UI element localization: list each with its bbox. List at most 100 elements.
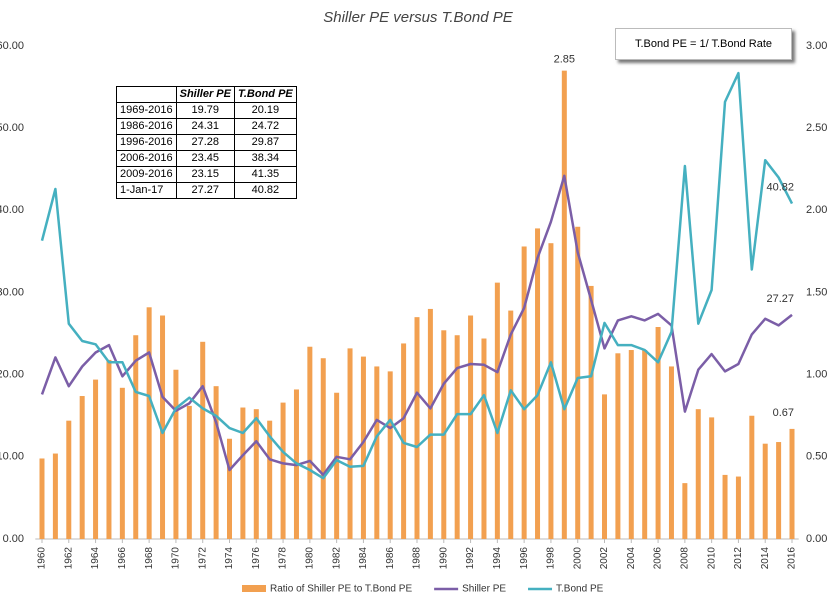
y-tick-label: 30.00 xyxy=(0,286,24,298)
y-tick-label: 40.00 xyxy=(0,204,24,216)
x-tick-label: 1994 xyxy=(492,547,503,570)
bar xyxy=(213,386,219,539)
table-cell: 27.28 xyxy=(175,134,235,151)
annotation-box: T.Bond PE = 1/ T.Bond Rate xyxy=(615,28,792,60)
bar xyxy=(561,70,567,540)
y2-tick-label: 1.50 xyxy=(806,286,827,298)
bar xyxy=(186,405,192,539)
bar xyxy=(628,350,634,539)
bar xyxy=(307,346,313,539)
y2-tick-label: 0.50 xyxy=(806,451,827,463)
x-tick-label: 1988 xyxy=(412,547,423,570)
bar xyxy=(39,458,45,539)
table-cell: 2009-2016 xyxy=(116,166,177,183)
bar xyxy=(253,409,259,539)
y2-tick-label: 2.00 xyxy=(806,204,827,216)
y2-tick-label: 0.00 xyxy=(806,533,827,545)
bar xyxy=(320,358,326,539)
x-tick-label: 1998 xyxy=(546,547,557,570)
bar xyxy=(776,442,782,539)
table-cell: 24.72 xyxy=(233,118,297,135)
bar xyxy=(508,310,514,539)
bar xyxy=(414,317,420,539)
table-row: 1969-2016 19.79 20.19 xyxy=(116,102,297,119)
table-cell: 1-Jan-17 xyxy=(116,182,177,199)
x-tick-label: 1960 xyxy=(37,547,48,570)
bar xyxy=(334,392,340,539)
data-label: 27.27 xyxy=(766,293,794,305)
legend-label: Shiller PE xyxy=(462,584,506,595)
table-cell: 23.15 xyxy=(175,166,235,183)
y2-tick-label: 3.00 xyxy=(806,40,827,52)
x-tick-label: 1976 xyxy=(251,547,262,570)
bar xyxy=(735,476,741,539)
table-cell: 23.45 xyxy=(175,150,235,167)
x-tick-label: 1980 xyxy=(304,547,315,570)
line xyxy=(40,174,793,477)
bar xyxy=(762,443,768,539)
bar xyxy=(602,394,608,539)
y-tick-label: 10.00 xyxy=(0,451,24,463)
table-cell: 1969-2016 xyxy=(116,102,177,119)
x-tick-label: 1986 xyxy=(385,547,396,570)
summary-table: Shiller PE T.Bond PE 1969-2016 19.79 20.19 19… xyxy=(116,86,297,199)
bar xyxy=(548,243,554,539)
bar xyxy=(347,348,353,539)
bar xyxy=(374,366,380,539)
table-row: 1986-2016 24.31 24.72 xyxy=(116,118,297,135)
bar xyxy=(106,359,112,539)
bar xyxy=(267,420,273,539)
x-tick-label: 2004 xyxy=(626,547,637,570)
table-header: T.Bond PE xyxy=(233,86,297,103)
table-cell: 1996-2016 xyxy=(116,134,177,151)
table-corner xyxy=(116,86,177,103)
table-header: Shiller PE xyxy=(175,86,235,103)
y-tick-label: 0.00 xyxy=(3,533,24,545)
bar xyxy=(468,315,474,539)
x-tick-label: 1982 xyxy=(331,547,342,570)
x-tick-label: 1972 xyxy=(197,547,208,570)
x-tick-label: 2010 xyxy=(706,547,717,570)
table-cell: 1986-2016 xyxy=(116,118,177,135)
bar xyxy=(280,402,286,539)
y2-tick-label: 1.00 xyxy=(806,369,827,381)
x-tick-label: 1966 xyxy=(117,547,128,570)
bar xyxy=(52,453,58,539)
x-tick-label: 1992 xyxy=(465,547,476,570)
x-tick-label: 2000 xyxy=(572,547,583,570)
bar xyxy=(709,417,715,539)
bar xyxy=(240,407,246,539)
bar xyxy=(387,371,393,539)
x-tick-label: 1962 xyxy=(63,547,74,570)
table-cell: 40.82 xyxy=(233,182,297,199)
bar xyxy=(789,428,795,539)
data-label: 2.85 xyxy=(554,54,575,66)
table-row: 1996-2016 27.28 29.87 xyxy=(116,134,297,151)
bar xyxy=(427,308,433,539)
x-tick-label: 1968 xyxy=(144,547,155,570)
bar xyxy=(146,307,152,539)
x-tick-label: 1996 xyxy=(519,547,530,570)
x-tick-label: 2008 xyxy=(680,547,691,570)
bar xyxy=(481,338,487,539)
data-label: 0.67 xyxy=(773,407,794,419)
bar xyxy=(494,282,500,539)
line xyxy=(40,71,794,480)
y2-tick-label: 2.50 xyxy=(806,122,827,134)
table-row: 1-Jan-17 27.27 40.82 xyxy=(116,182,297,199)
bar xyxy=(226,438,232,539)
bar xyxy=(360,356,366,539)
bar xyxy=(749,415,755,539)
bar xyxy=(521,246,527,539)
bar xyxy=(535,228,541,539)
x-tick-label: 1978 xyxy=(278,547,289,570)
bar xyxy=(454,335,460,539)
legend-swatch xyxy=(242,585,266,592)
table-cell: 41.35 xyxy=(233,166,297,183)
table-cell: 20.19 xyxy=(233,102,297,119)
x-tick-label: 2014 xyxy=(760,547,771,570)
bar xyxy=(66,420,72,539)
table-row: 2009-2016 23.15 41.35 xyxy=(116,166,297,183)
